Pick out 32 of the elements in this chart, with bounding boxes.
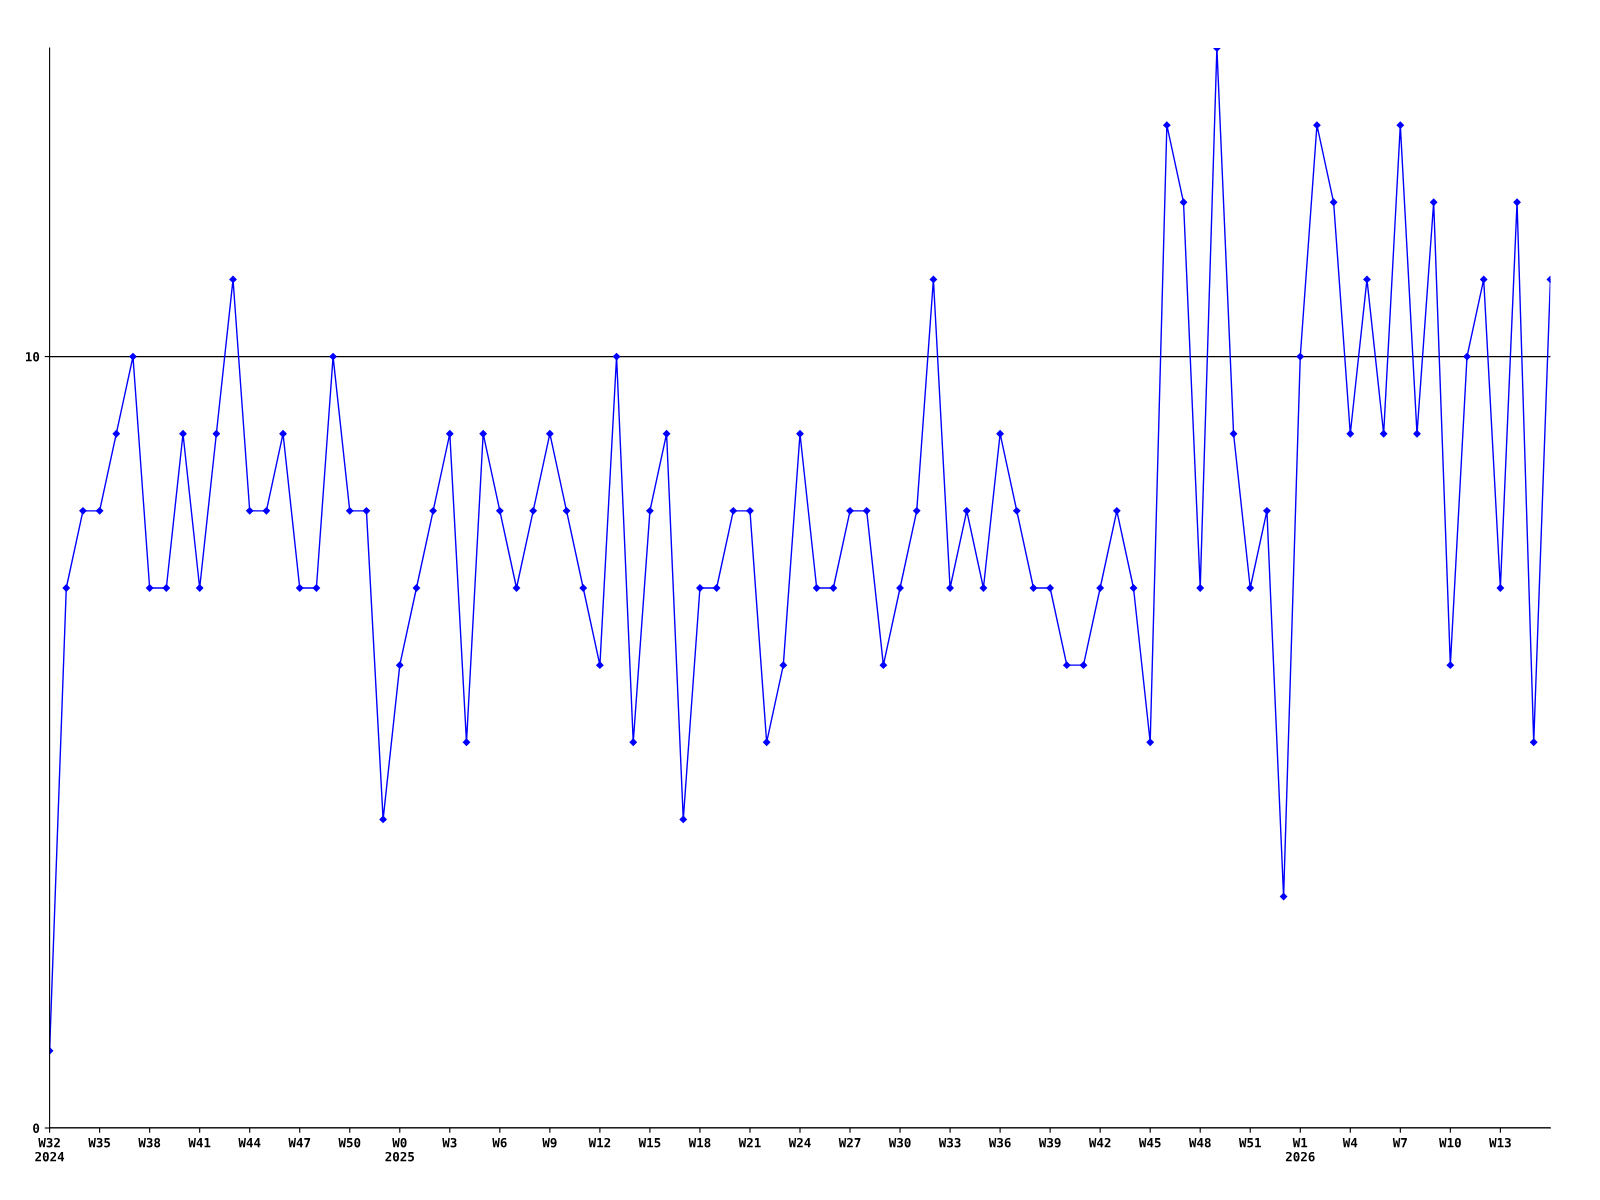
- x-tick-label: W39: [1038, 1137, 1061, 1148]
- x-tick-label: W33: [938, 1137, 961, 1148]
- x-tick-label: W15: [638, 1138, 661, 1148]
- x-tick-label: W35: [88, 1137, 111, 1148]
- x-tick-label: W6: [492, 1137, 507, 1148]
- x-tick-label: W51: [1238, 1138, 1261, 1148]
- x-tick-label: W48: [1188, 1137, 1211, 1148]
- x-tick-label: W3: [442, 1137, 457, 1148]
- x-tick-label: W42: [1088, 1137, 1111, 1148]
- x-tick-label: W41: [188, 1138, 211, 1148]
- x-tick-label: W38: [138, 1137, 161, 1148]
- x-tick-label: W50: [338, 1137, 361, 1148]
- x-tick-label: W47: [288, 1138, 311, 1148]
- x-tick-label: W30: [888, 1137, 911, 1148]
- x-tick-label: W13: [1489, 1137, 1511, 1148]
- x-tick-label: W10: [1439, 1137, 1461, 1148]
- x-tick-label: W44: [238, 1138, 261, 1148]
- x-tick-label: W12: [588, 1137, 611, 1148]
- x-tick-label: W32 2024: [35, 1137, 65, 1162]
- x-tick-label: W27: [838, 1137, 861, 1148]
- x-tick-label: W7: [1392, 1138, 1407, 1148]
- x-tick-label: W24: [788, 1137, 811, 1148]
- y-tick-label: 0: [33, 1123, 40, 1133]
- y-tick-label: 10: [25, 352, 40, 362]
- x-tick-label: W45: [1138, 1138, 1161, 1148]
- x-tick-label: W9: [542, 1138, 557, 1148]
- x-tick-label: W21: [738, 1137, 761, 1148]
- x-tick-label: W4: [1342, 1138, 1358, 1148]
- x-tick-label: W36: [988, 1137, 1011, 1148]
- x-tick-label: W18: [688, 1137, 711, 1148]
- x-tick-label: W1 2026: [1285, 1138, 1315, 1162]
- x-tick-label: W0 2025: [385, 1137, 414, 1162]
